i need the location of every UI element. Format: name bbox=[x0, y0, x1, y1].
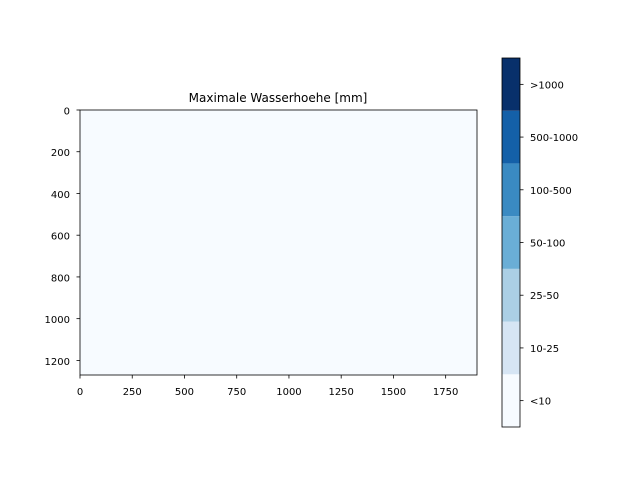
x-tick-label: 250 bbox=[123, 387, 142, 398]
y-axis-ticks: 0 200 400 600 800 1000 1200 bbox=[45, 107, 80, 368]
y-tick-label: 400 bbox=[51, 190, 70, 201]
x-axis-ticks: 0 250 500 750 1000 1250 1500 1750 bbox=[77, 375, 458, 398]
y-tick-label: 800 bbox=[51, 273, 70, 284]
plot-frame bbox=[79, 109, 478, 376]
colorbar-segment bbox=[502, 321, 520, 375]
y-tick-label: 600 bbox=[51, 232, 70, 243]
colorbar-tick-label: <10 bbox=[530, 397, 551, 408]
heatmap-field bbox=[80, 110, 477, 375]
colorbar-tick-label: 500-1000 bbox=[530, 133, 578, 144]
x-tick-label: 1250 bbox=[328, 387, 353, 398]
colorbar-tick-label: >1000 bbox=[530, 80, 564, 91]
x-tick-label: 1500 bbox=[381, 387, 406, 398]
colorbar-segment bbox=[502, 110, 520, 164]
y-tick-label: 200 bbox=[51, 148, 70, 159]
colorbar-segment bbox=[502, 268, 520, 322]
colorbar-tick-label: 10-25 bbox=[530, 344, 559, 355]
x-tick-label: 500 bbox=[175, 387, 194, 398]
colorbar-tick-label: 25-50 bbox=[530, 291, 559, 302]
colorbar: <10 10-25 25-50 50-100 100-500 500-1000 >1000 bbox=[502, 58, 578, 427]
colorbar-segment bbox=[502, 163, 520, 217]
y-tick-label: 0 bbox=[64, 107, 70, 118]
x-tick-label: 750 bbox=[227, 387, 246, 398]
colorbar-segment bbox=[502, 58, 520, 111]
y-tick-label: 1000 bbox=[45, 315, 70, 326]
colorbar-frame bbox=[501, 57, 521, 428]
colorbar-tick-label: 100-500 bbox=[530, 186, 572, 197]
x-tick-label: 1750 bbox=[433, 387, 458, 398]
colorbar-tick-label: 50-100 bbox=[530, 239, 565, 250]
chart-title: Maximale Wasserhoehe [mm] bbox=[189, 91, 368, 105]
y-tick-label: 1200 bbox=[45, 357, 70, 368]
colorbar-segment bbox=[502, 374, 520, 427]
x-tick-label: 1000 bbox=[276, 387, 301, 398]
colorbar-segment bbox=[502, 216, 520, 269]
x-tick-label: 0 bbox=[77, 387, 83, 398]
